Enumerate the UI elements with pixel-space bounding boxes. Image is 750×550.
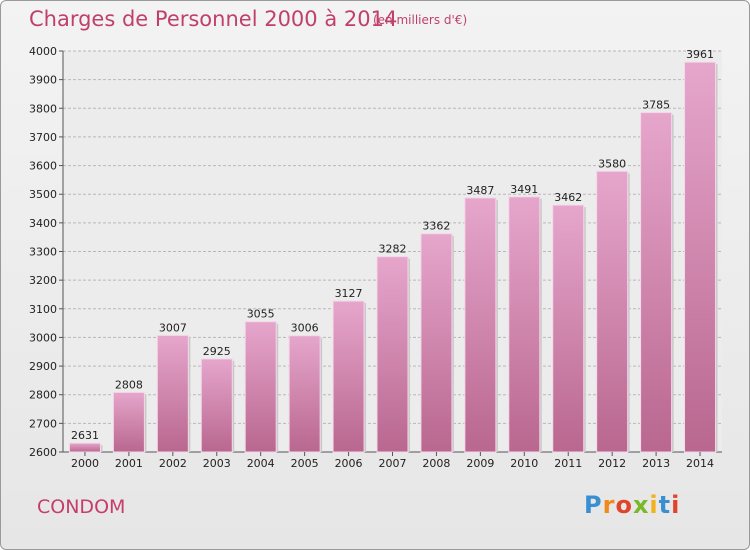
x-tick-label: 2002 (159, 457, 187, 470)
x-tick-label: 2006 (335, 457, 363, 470)
y-tick-label: 2700 (29, 417, 57, 430)
x-tick-label: 2012 (598, 457, 626, 470)
x-tick-label: 2003 (203, 457, 231, 470)
bar-2004 (244, 321, 277, 453)
x-tick-label: 2011 (554, 457, 582, 470)
logo-letter: x (632, 491, 650, 519)
value-label: 2631 (71, 429, 99, 442)
x-tick-label: 2013 (642, 457, 670, 470)
value-label: 3055 (247, 308, 275, 321)
x-tick-label: 2000 (71, 457, 99, 470)
y-tick-label: 3200 (29, 274, 57, 287)
x-tick-label: 2010 (510, 457, 538, 470)
y-tick-label: 3000 (29, 331, 57, 344)
y-tick-label: 3500 (29, 188, 57, 201)
bar-2001 (112, 391, 145, 453)
x-tick-label: 2014 (686, 457, 714, 470)
y-tick-label: 3600 (29, 160, 57, 173)
bar-2002 (156, 334, 189, 453)
value-label: 3491 (510, 183, 538, 196)
y-tick-label: 4000 (29, 45, 57, 58)
value-label: 2808 (115, 378, 143, 391)
y-tick-label: 3700 (29, 131, 57, 144)
value-label: 3961 (686, 48, 714, 61)
logo-letter: P (584, 491, 603, 519)
x-tick-label: 2005 (291, 457, 319, 470)
y-tick-label: 3900 (29, 74, 57, 87)
value-label: 3282 (379, 243, 407, 256)
y-tick-label: 3100 (29, 303, 57, 316)
value-label: 3462 (554, 191, 582, 204)
bar-2010 (508, 196, 541, 453)
logo-letter: o (615, 491, 633, 519)
bar-2012 (596, 170, 629, 453)
bar-2011 (552, 204, 585, 453)
bar-2008 (420, 233, 453, 453)
value-label: 3127 (335, 287, 363, 300)
x-tick-label: 2001 (115, 457, 143, 470)
y-tick-label: 2900 (29, 360, 57, 373)
y-tick-label: 3300 (29, 246, 57, 259)
commune-name: CONDOM (37, 496, 126, 518)
value-label: 3785 (642, 99, 670, 112)
y-tick-label: 3800 (29, 102, 57, 115)
bar-2014 (684, 61, 717, 453)
x-tick-label: 2004 (247, 457, 275, 470)
y-tick-label: 2800 (29, 389, 57, 402)
y-tick-label: 3400 (29, 217, 57, 230)
x-tick-label: 2008 (422, 457, 450, 470)
x-tick-label: 2007 (379, 457, 407, 470)
logo-letter: i (649, 491, 659, 519)
value-label: 3487 (466, 184, 494, 197)
bar-2005 (288, 335, 321, 453)
value-label: 2925 (203, 345, 231, 358)
bar-2007 (376, 256, 409, 453)
bar-2006 (332, 300, 365, 453)
value-label: 3362 (422, 220, 450, 233)
value-label: 3007 (159, 321, 187, 334)
bar-2003 (200, 358, 233, 453)
logo-letter: t (658, 491, 672, 519)
y-tick-label: 2600 (29, 446, 57, 459)
x-tick-label: 2009 (466, 457, 494, 470)
chart-subtitle: (en milliers d'€) (373, 13, 468, 27)
value-label: 3006 (291, 322, 319, 335)
bar-2000 (68, 442, 101, 453)
bar-2009 (464, 197, 497, 453)
logo-letter: r (602, 491, 616, 519)
value-label: 3580 (598, 157, 626, 170)
proxiti-logo: Proxiti (584, 491, 680, 519)
logo-letter: i (671, 491, 681, 519)
bar-2013 (640, 112, 673, 453)
chart-title: Charges de Personnel 2000 à 2014 (29, 7, 398, 31)
